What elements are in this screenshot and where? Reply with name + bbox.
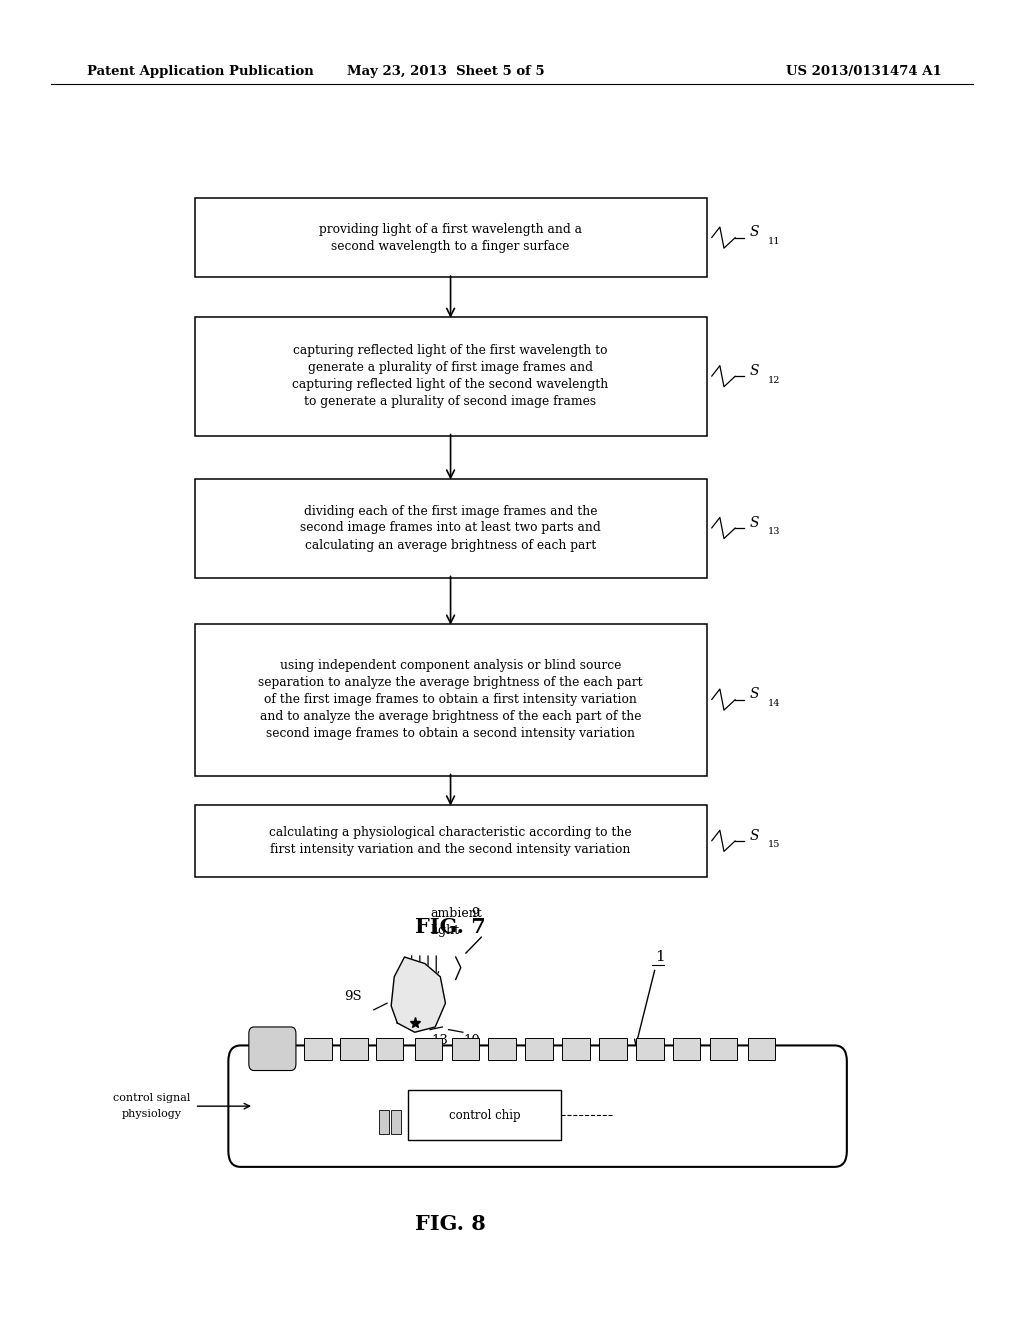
Text: S: S [750, 364, 759, 378]
FancyBboxPatch shape [562, 1038, 590, 1060]
Text: S: S [750, 226, 759, 239]
Text: 14: 14 [768, 700, 780, 708]
Text: 12: 12 [768, 376, 780, 384]
FancyBboxPatch shape [415, 1038, 442, 1060]
FancyBboxPatch shape [391, 1110, 401, 1134]
FancyBboxPatch shape [599, 1038, 627, 1060]
FancyBboxPatch shape [249, 1027, 296, 1071]
Text: capturing reflected light of the first wavelength to
generate a plurality of fir: capturing reflected light of the first w… [293, 345, 608, 408]
Text: physiology: physiology [122, 1109, 181, 1119]
Text: 9S: 9S [344, 990, 362, 1003]
Text: control signal: control signal [113, 1093, 190, 1104]
FancyBboxPatch shape [525, 1038, 553, 1060]
Text: 11: 11 [768, 238, 780, 246]
Text: providing light of a first wavelength and a
second wavelength to a finger surfac: providing light of a first wavelength an… [319, 223, 582, 252]
FancyBboxPatch shape [228, 1045, 847, 1167]
FancyBboxPatch shape [408, 1090, 561, 1140]
Text: 13: 13 [768, 528, 780, 536]
Text: using independent component analysis or blind source
separation to analyze the a: using independent component analysis or … [258, 659, 643, 741]
Text: 10: 10 [464, 1034, 480, 1047]
FancyBboxPatch shape [748, 1038, 775, 1060]
FancyBboxPatch shape [673, 1038, 700, 1060]
Text: S: S [750, 688, 759, 701]
FancyBboxPatch shape [452, 1038, 479, 1060]
Text: US 2013/0131474 A1: US 2013/0131474 A1 [786, 65, 942, 78]
Text: FIG. 7: FIG. 7 [415, 916, 486, 937]
Text: ambient: ambient [430, 907, 482, 920]
Polygon shape [391, 957, 445, 1032]
Text: May 23, 2013  Sheet 5 of 5: May 23, 2013 Sheet 5 of 5 [347, 65, 544, 78]
FancyBboxPatch shape [376, 1038, 403, 1060]
Text: S: S [750, 516, 759, 529]
FancyBboxPatch shape [195, 479, 707, 578]
Text: Patent Application Publication: Patent Application Publication [87, 65, 313, 78]
FancyBboxPatch shape [195, 198, 707, 277]
FancyBboxPatch shape [195, 624, 707, 776]
FancyBboxPatch shape [636, 1038, 664, 1060]
FancyBboxPatch shape [304, 1038, 332, 1060]
Text: 9: 9 [471, 907, 479, 920]
Text: control chip: control chip [449, 1109, 520, 1122]
Text: FIG. 8: FIG. 8 [415, 1213, 486, 1234]
Text: calculating a physiological characteristic according to the
first intensity vari: calculating a physiological characterist… [269, 826, 632, 855]
Text: dividing each of the first image frames and the
second image frames into at leas: dividing each of the first image frames … [300, 504, 601, 552]
Text: S: S [750, 829, 759, 842]
Text: 13: 13 [432, 1034, 449, 1047]
Text: 1: 1 [655, 950, 666, 964]
FancyBboxPatch shape [340, 1038, 368, 1060]
FancyBboxPatch shape [710, 1038, 737, 1060]
FancyBboxPatch shape [195, 317, 707, 436]
FancyBboxPatch shape [379, 1110, 389, 1134]
FancyBboxPatch shape [195, 805, 707, 878]
Text: 15: 15 [768, 841, 780, 849]
FancyBboxPatch shape [488, 1038, 516, 1060]
Text: light: light [430, 924, 459, 937]
